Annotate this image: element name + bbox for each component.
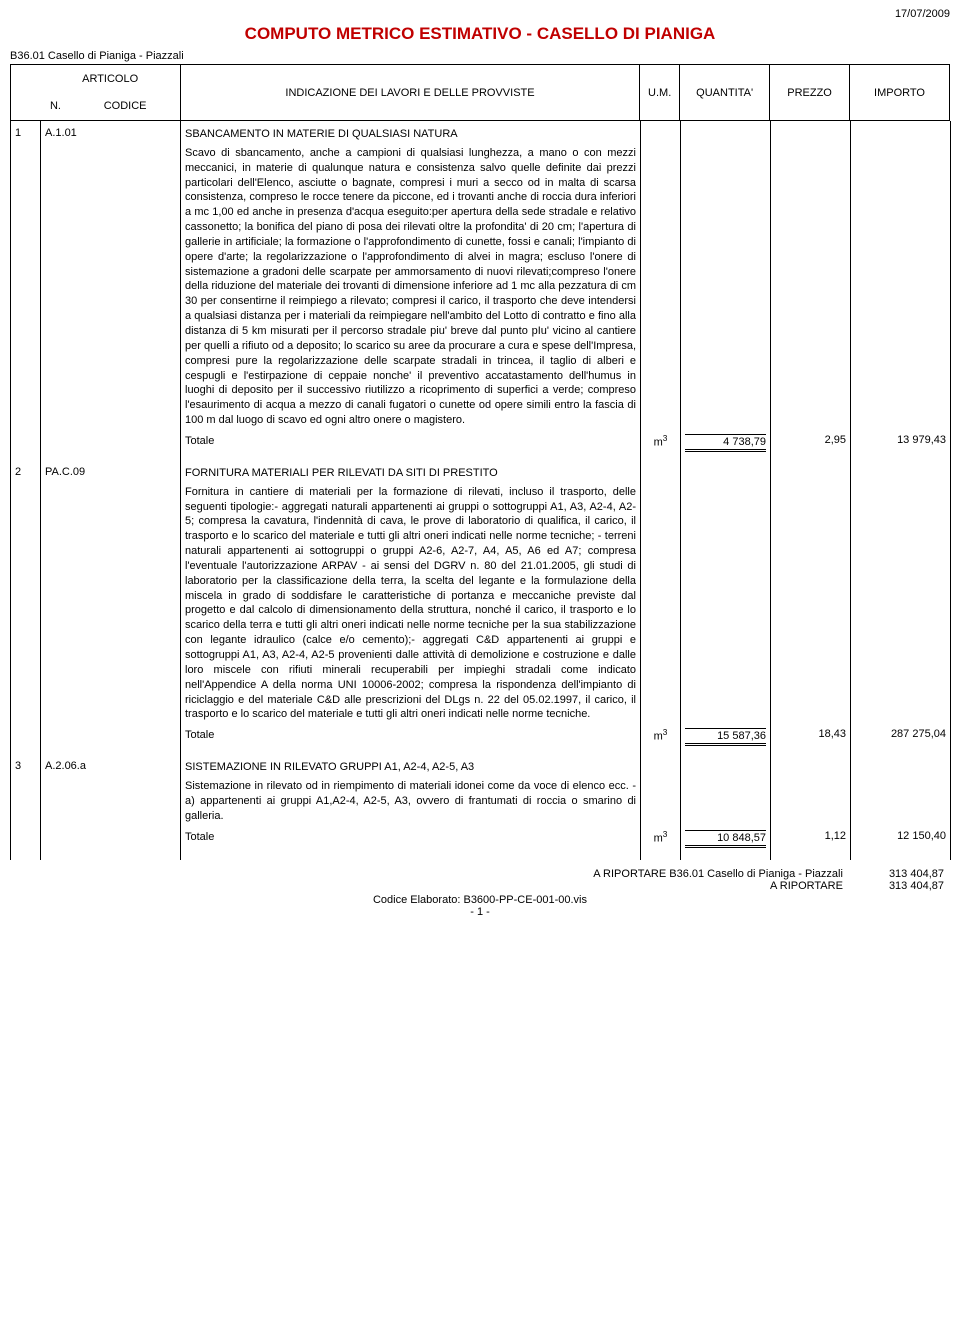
col-indicazione: INDICAZIONE DEI LAVORI E DELLE PROVVISTE (180, 65, 639, 121)
riportare-val-2: 313 404,87 (849, 880, 950, 892)
item-n: 1 (11, 121, 41, 432)
item-name: SISTEMAZIONE IN RILEVATO GRUPPI A1, A2-4… (185, 760, 636, 775)
item-desc: Sistemazione in rilevato od in riempimen… (185, 779, 636, 824)
total-prz: 2,95 (771, 432, 851, 454)
item-desc: Scavo di sbancamento, anche a campioni d… (185, 146, 636, 428)
total-prz: 1,12 (771, 828, 851, 850)
document-title: COMPUTO METRICO ESTIMATIVO - CASELLO DI … (10, 24, 950, 44)
document-date: 17/07/2009 (10, 8, 950, 20)
col-um: U.M. (640, 65, 680, 121)
page-number: - 1 - (10, 906, 950, 918)
total-qta: 10 848,57 (685, 830, 766, 848)
item-code: A.1.01 (41, 121, 181, 432)
item-name: SBANCAMENTO IN MATERIE DI QUALSIASI NATU… (185, 127, 636, 142)
item-code: PA.C.09 (41, 464, 181, 726)
col-articolo: ARTICOLO (40, 65, 180, 93)
codice-elaborato: Codice Elaborato: B3600-PP-CE-001-00.vis (10, 894, 950, 906)
total-row: Totale m3 10 848,57 1,12 12 150,40 (11, 828, 951, 850)
riportare-label-1: A RIPORTARE B36.01 Casello di Pianiga - … (10, 868, 849, 880)
item-code: A.2.06.a (41, 758, 181, 827)
total-um: m3 (641, 828, 681, 850)
total-prz: 18,43 (771, 726, 851, 748)
total-um: m3 (641, 432, 681, 454)
item-n: 3 (11, 758, 41, 827)
total-row: Totale m3 4 738,79 2,95 13 979,43 (11, 432, 951, 454)
total-imp: 12 150,40 (851, 828, 951, 850)
total-label: Totale (181, 432, 641, 454)
col-n: N. (40, 100, 70, 112)
table-row: 1 A.1.01 SBANCAMENTO IN MATERIE DI QUALS… (11, 121, 951, 432)
footer-riportare: A RIPORTARE B36.01 Casello di Pianiga - … (10, 868, 950, 892)
total-imp: 287 275,04 (851, 726, 951, 748)
riportare-val-1: 313 404,87 (849, 868, 950, 880)
document-subtitle: B36.01 Casello di Pianiga - Piazzali (10, 50, 950, 62)
riportare-label-2: A RIPORTARE (10, 880, 849, 892)
column-header-table: ARTICOLO INDICAZIONE DEI LAVORI E DELLE … (10, 64, 950, 121)
items-table: 1 A.1.01 SBANCAMENTO IN MATERIE DI QUALS… (10, 121, 951, 860)
col-prezzo: PREZZO (770, 65, 850, 121)
total-qta: 4 738,79 (685, 434, 766, 452)
col-quantita: QUANTITA' (680, 65, 770, 121)
item-n: 2 (11, 464, 41, 726)
total-um: m3 (641, 726, 681, 748)
total-label: Totale (181, 828, 641, 850)
table-row: 3 A.2.06.a SISTEMAZIONE IN RILEVATO GRUP… (11, 758, 951, 827)
col-importo: IMPORTO (850, 65, 950, 121)
table-row: 2 PA.C.09 FORNITURA MATERIALI PER RILEVA… (11, 464, 951, 726)
total-row: Totale m3 15 587,36 18,43 287 275,04 (11, 726, 951, 748)
col-codice: CODICE (70, 100, 179, 112)
total-label: Totale (181, 726, 641, 748)
total-imp: 13 979,43 (851, 432, 951, 454)
total-qta: 15 587,36 (685, 728, 766, 746)
item-name: FORNITURA MATERIALI PER RILEVATI DA SITI… (185, 466, 636, 481)
item-desc: Fornitura in cantiere di materiali per l… (185, 485, 636, 723)
